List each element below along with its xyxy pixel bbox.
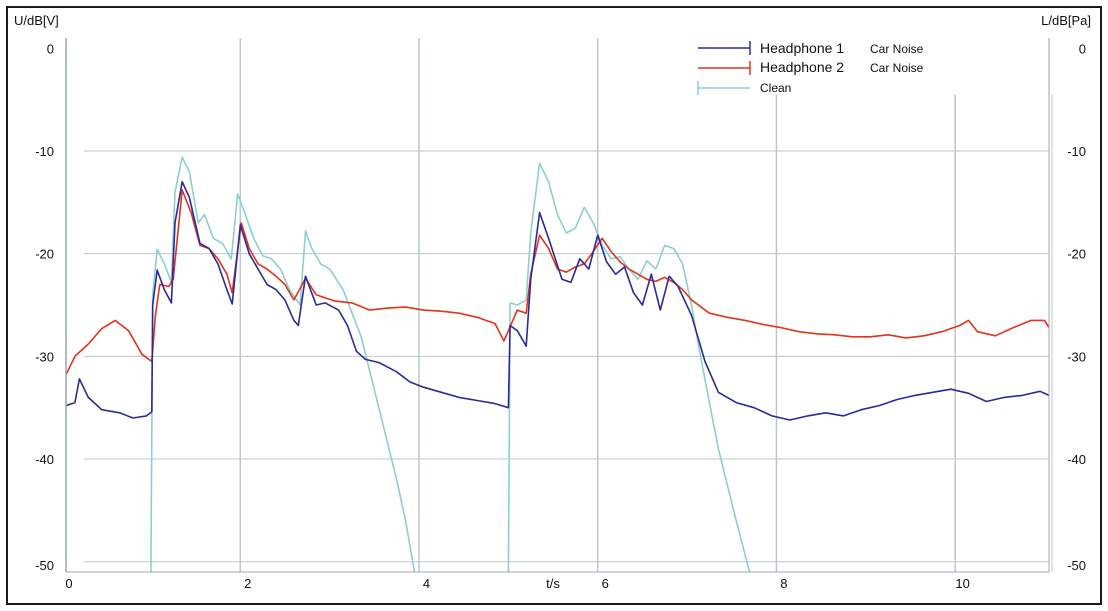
legend-item-headphone-2: Headphone 2 Car Noise bbox=[698, 59, 924, 75]
legend-sublabel-headphone-1: Car Noise bbox=[870, 42, 924, 56]
y-axis-label-right: L/dB[Pa] bbox=[1041, 13, 1091, 28]
legend-label-headphone-2: Headphone 2 bbox=[760, 59, 844, 75]
legend-item-clean: Clean bbox=[697, 81, 791, 95]
y-tick-label-right: -20 bbox=[1067, 247, 1086, 262]
y-tick-label-left: -20 bbox=[35, 247, 54, 262]
chart-frame: 0 -10 -20 -30 -40 -50 0 -10 -20 -30 -40 -50 0 2 4 6 8 10 … bbox=[6, 6, 1102, 605]
x-tick-label: 10 bbox=[955, 576, 969, 591]
series-line-headphone-1 bbox=[65, 181, 1050, 421]
y-tick-label-left: -10 bbox=[35, 144, 54, 159]
y-tick-label-left: -30 bbox=[35, 349, 54, 364]
y-tick-label-left: 0 bbox=[47, 41, 54, 56]
x-tick-label: 4 bbox=[423, 576, 430, 591]
series-line-clean bbox=[507, 162, 751, 573]
series-lines bbox=[65, 156, 1050, 573]
series-line-clean bbox=[150, 156, 416, 573]
x-tick-label: 8 bbox=[780, 576, 787, 591]
legend-sublabel-headphone-2: Car Noise bbox=[870, 61, 924, 75]
x-tick-label: 6 bbox=[602, 576, 609, 591]
line-chart: 0-10-20-30-40-500-10-20-30-40-500 2 4 6 8 10 … bbox=[14, 13, 1091, 591]
y-tick-label-right: -50 bbox=[1067, 558, 1086, 573]
y-axis-label-left: U/dB[V] bbox=[14, 13, 59, 28]
axes bbox=[65, 38, 1050, 573]
x-tick-label: 0 bbox=[65, 576, 72, 591]
y-tick-label-right: -30 bbox=[1067, 349, 1086, 364]
x-axis-label: t/s bbox=[546, 576, 560, 591]
x-tick-label: 2 bbox=[244, 576, 251, 591]
series-line-headphone-2 bbox=[65, 189, 1050, 376]
y-tick-label-right: -10 bbox=[1067, 144, 1086, 159]
y-tick-label-right: 0 bbox=[1079, 41, 1086, 56]
legend-label-headphone-1: Headphone 1 bbox=[760, 40, 844, 56]
y-tick-label-right: -40 bbox=[1067, 452, 1086, 467]
legend-label-clean: Clean bbox=[760, 81, 791, 95]
legend-item-headphone-1: Headphone 1 Car Noise bbox=[698, 40, 924, 56]
gridlines bbox=[84, 38, 1053, 572]
legend: Headphone 1 Car Noise Headphone 2 Car No… bbox=[697, 40, 924, 95]
y-tick-label-left: -40 bbox=[35, 452, 54, 467]
y-tick-label-left: -50 bbox=[35, 558, 54, 573]
tick-labels: 0 -10 -20 -30 -40 -50 0 -10 -20 -30 -40 -50 0 2 4 6 8 10 bbox=[35, 41, 1086, 591]
